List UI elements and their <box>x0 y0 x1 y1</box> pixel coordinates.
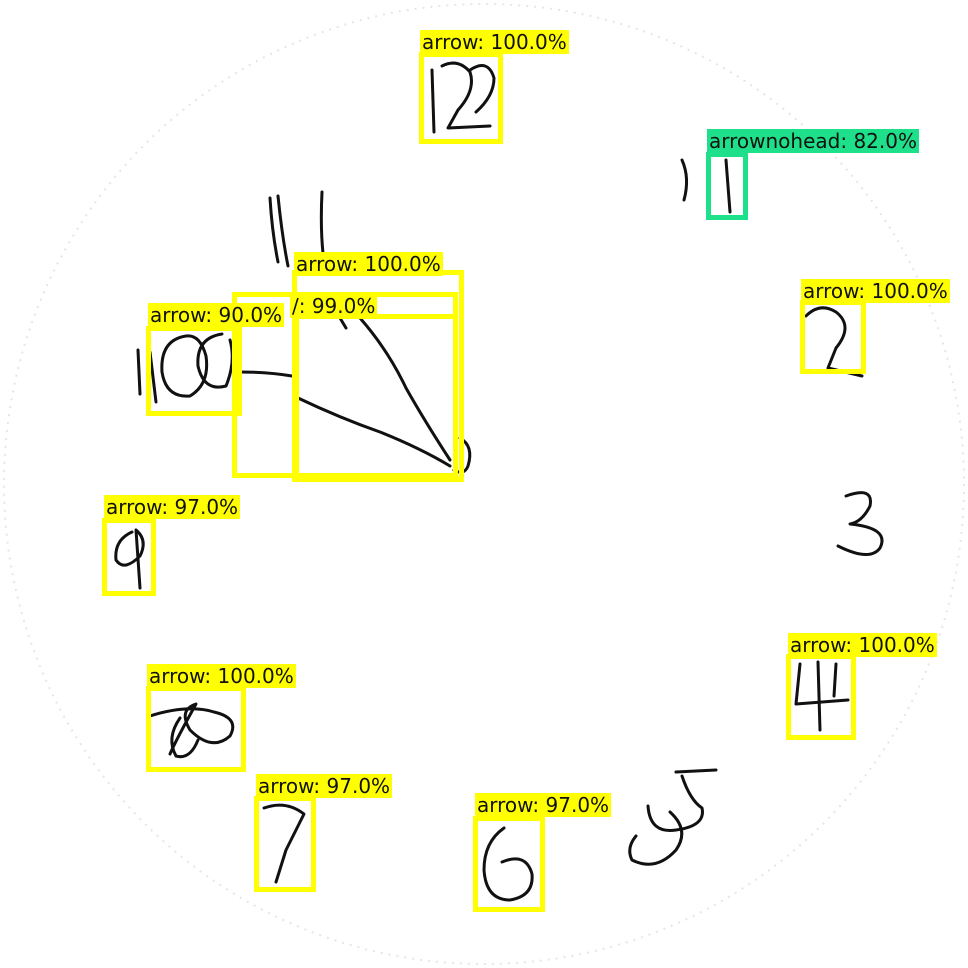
digit-12-stroke <box>468 64 496 114</box>
bbox-12-label: arrow: 100.0% <box>420 30 569 54</box>
bbox-8 <box>146 686 246 772</box>
bbox-1-label: arrownohead: 82.0% <box>707 129 919 153</box>
digit-4-stroke <box>832 662 838 698</box>
digit-9-stroke <box>114 528 145 590</box>
digit-1-stroke <box>680 158 689 202</box>
hour-hand-stroke <box>238 370 294 378</box>
bbox-10-label: arrow: 90.0% <box>148 303 285 327</box>
bbox-1 <box>706 152 748 220</box>
hour-hand-stroke <box>296 396 452 468</box>
bbox-6-label: arrow: 97.0% <box>475 793 612 817</box>
digit-8-stroke <box>170 716 200 759</box>
digit-1-stroke <box>724 158 732 214</box>
digit-10-stroke <box>136 348 142 396</box>
bbox-2-label: arrow: 100.0% <box>801 279 950 303</box>
bbox-hands-large-label: arrow: 100.0% <box>294 252 443 276</box>
digit-6-stroke <box>482 826 534 902</box>
bbox-4-label: arrow: 100.0% <box>788 633 937 657</box>
digit-8-stroke <box>148 702 235 756</box>
digit-2-stroke <box>804 306 864 378</box>
digit-10-stroke <box>148 350 158 404</box>
digit-12-stroke <box>440 61 492 130</box>
bbox-8-label: arrow: 100.0% <box>147 664 296 688</box>
digit-5-stroke <box>674 768 718 774</box>
digit-4-stroke <box>816 660 822 732</box>
bbox-hands-mid-label: /: 99.0% <box>290 294 378 318</box>
bbox-10 <box>146 326 242 416</box>
bbox-9-label: arrow: 97.0% <box>104 495 241 519</box>
digit-5-stroke <box>628 810 684 866</box>
bbox-12 <box>419 52 503 144</box>
minute-hand-stroke <box>358 316 452 462</box>
digit-4-stroke <box>794 662 850 706</box>
bbox-hands-inner <box>294 314 458 478</box>
digit-3-stroke <box>836 491 884 556</box>
digit-11-stroke <box>276 194 290 268</box>
bbox-4 <box>786 654 856 740</box>
bbox-9 <box>102 518 156 596</box>
digit-7-stroke <box>262 803 306 884</box>
bbox-7 <box>254 796 316 892</box>
bbox-2 <box>800 300 866 374</box>
clock-face-outline <box>3 3 965 965</box>
minute-hand-stroke <box>338 316 348 330</box>
digit-11-stroke <box>268 196 280 264</box>
digit-12-stroke <box>430 68 436 134</box>
bbox-7-label: arrow: 97.0% <box>256 774 393 798</box>
ink-strokes <box>114 61 884 902</box>
digit-5-stroke <box>646 774 704 832</box>
bbox-6 <box>473 816 545 912</box>
